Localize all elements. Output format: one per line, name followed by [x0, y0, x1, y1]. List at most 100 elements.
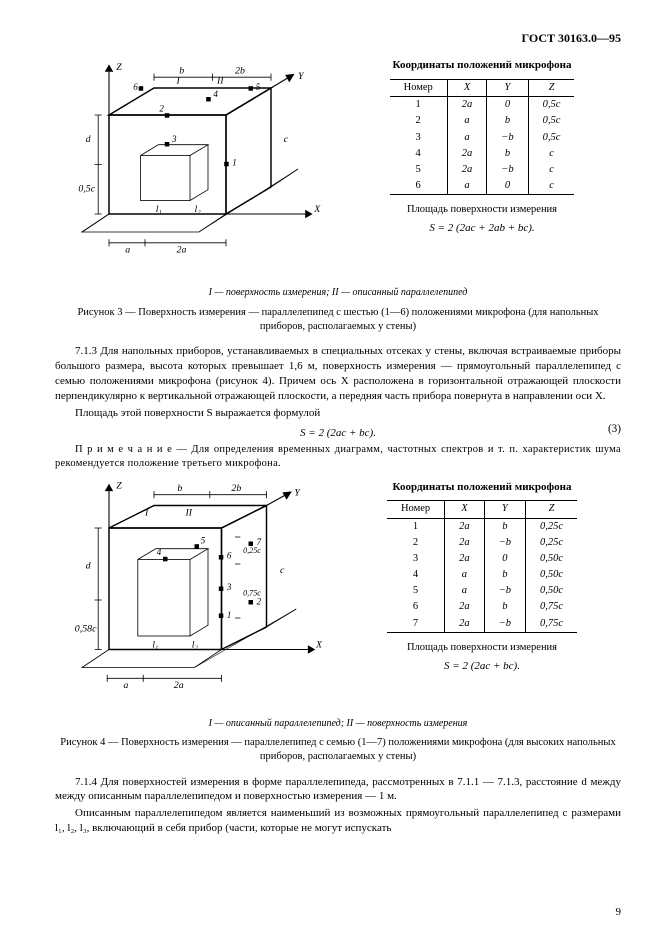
figure-3-row: Z Y X I II d 0,5c l₁ l₂ c a 2a b 2b 1: [55, 52, 621, 282]
table-cell: 2a: [447, 146, 487, 162]
f3-2a: 2a: [177, 245, 187, 256]
table-cell: 2a: [445, 518, 485, 535]
table-cell: 1: [390, 97, 448, 114]
table-cell: 0,75c: [526, 616, 578, 633]
f3-b: b: [179, 66, 184, 77]
table2-area-formula: S = 2 (2ac + bc).: [343, 659, 621, 674]
fig4-caption: Рисунок 4 — Поверхность измерения — пара…: [55, 736, 621, 764]
svg-text:l₂: l₂: [192, 639, 199, 650]
svg-text:3: 3: [226, 582, 232, 592]
fig4-legend: I — описанный параллелепипед; II — повер…: [55, 717, 621, 731]
svg-text:4: 4: [157, 547, 162, 557]
svg-text:1: 1: [227, 610, 232, 620]
page-number: 9: [616, 905, 622, 920]
svg-text:X: X: [315, 639, 323, 650]
table-row: 42abc: [390, 146, 575, 162]
table-cell: b: [484, 599, 525, 615]
table-cell: 0: [487, 97, 528, 114]
f3-z: Z: [116, 62, 122, 73]
table-cell: b: [487, 146, 528, 162]
table-cell: −b: [484, 535, 525, 551]
table-cell: 2: [387, 535, 445, 551]
para-713: 7.1.3 Для напольных приборов, устанавлив…: [55, 344, 621, 403]
svg-text:5: 5: [201, 535, 206, 545]
table-cell: 6: [387, 599, 445, 615]
equation-3: S = 2 (2ac + bc). (3): [55, 422, 621, 441]
f3-s1: I: [176, 76, 181, 87]
svg-text:6: 6: [227, 550, 232, 560]
table-cell: 2: [390, 113, 448, 129]
table-cell: 1: [387, 518, 445, 535]
svg-text:Y: Y: [294, 487, 301, 498]
table-cell: 0: [487, 178, 528, 195]
para-note: П р и м е ч а н и е — Для определения вр…: [55, 443, 621, 471]
t1h2: Y: [487, 80, 528, 97]
table1: Номер X Y Z 12a00,5c2ab0,5c3a−b0,5c42abc…: [390, 79, 575, 195]
svg-text:4: 4: [213, 89, 218, 99]
table1-title: Координаты положений микрофона: [343, 58, 621, 73]
t1h3: Z: [528, 80, 574, 97]
f3-l2: l₂: [195, 204, 202, 215]
table-row: 12a00,5c: [390, 97, 575, 114]
table-cell: 0,50c: [526, 583, 578, 599]
table-cell: a: [447, 130, 487, 146]
para-714b: Описанным параллелепипедом является наим…: [55, 806, 621, 836]
table-cell: −b: [484, 616, 525, 633]
table-row: 32a00,50c: [387, 551, 577, 567]
table-cell: 5: [390, 162, 448, 178]
table-cell: −b: [484, 583, 525, 599]
table2: Номер X Y Z 12ab0,25c22a−b0,25c32a00,50c…: [387, 500, 577, 632]
t2h3: Z: [526, 501, 578, 518]
figure-4-row: Z Y X I II d 0,58c l₁ l₂ c 0,25c 0,75c a…: [55, 474, 621, 713]
f3-a: a: [125, 245, 130, 256]
table-cell: 0,5c: [528, 113, 574, 129]
svg-text:1: 1: [232, 158, 237, 168]
table-cell: a: [447, 113, 487, 129]
f3-y: Y: [298, 71, 305, 82]
table1-area-label: Площадь поверхности измерения: [343, 203, 621, 217]
svg-text:II: II: [185, 507, 193, 518]
svg-text:0,58c: 0,58c: [75, 623, 97, 634]
table-cell: 0,5c: [528, 130, 574, 146]
svg-text:6: 6: [133, 82, 138, 92]
table-cell: b: [484, 518, 525, 535]
fig3-svg: Z Y X I II d 0,5c l₁ l₂ c a 2a b 2b 1: [55, 52, 325, 277]
f3-d: d: [86, 134, 91, 145]
svg-text:I: I: [144, 507, 149, 518]
table-cell: a: [445, 583, 485, 599]
table-cell: b: [487, 113, 528, 129]
table-cell: 2a: [445, 599, 485, 615]
table-row: 72a−b0,75c: [387, 616, 577, 633]
figure-3-table-block: Координаты положений микрофона Номер X Y…: [343, 52, 621, 236]
table-cell: 2a: [445, 535, 485, 551]
table-row: 3a−b0,5c: [390, 130, 575, 146]
table-cell: 0: [484, 551, 525, 567]
table-cell: 6: [390, 178, 448, 195]
table-row: 5a−b0,50c: [387, 583, 577, 599]
table-cell: 0,75c: [526, 599, 578, 615]
table-cell: c: [528, 162, 574, 178]
t2h0: Номер: [387, 501, 445, 518]
svg-text:0,25c: 0,25c: [243, 546, 261, 555]
table-row: 52a−bc: [390, 162, 575, 178]
svg-text:b: b: [177, 483, 182, 494]
eq3-text: S = 2 (2ac + bc).: [300, 426, 376, 441]
eq3-number: (3): [608, 422, 621, 437]
para-714a: 7.1.4 Для поверхностей измерения в форме…: [55, 775, 621, 805]
document-page: ГОСТ 30163.0—95: [0, 0, 661, 936]
svg-text:a: a: [123, 680, 128, 691]
table-cell: 4: [390, 146, 448, 162]
table-cell: 4: [387, 567, 445, 583]
table-cell: c: [528, 178, 574, 195]
fig3-legend: I — поверхность измерения; II — описанны…: [55, 286, 621, 300]
f3-2b: 2b: [235, 66, 245, 77]
table-cell: 2a: [447, 97, 487, 114]
figure-4-table-block: Координаты положений микрофона Номер X Y…: [343, 474, 621, 674]
svg-text:Z: Z: [116, 480, 122, 491]
t1h1: X: [447, 80, 487, 97]
table-row: 2ab0,5c: [390, 113, 575, 129]
f3-x: X: [313, 204, 321, 215]
table-cell: 0,25c: [526, 518, 578, 535]
table-cell: −b: [487, 130, 528, 146]
doc-header: ГОСТ 30163.0—95: [55, 30, 621, 46]
